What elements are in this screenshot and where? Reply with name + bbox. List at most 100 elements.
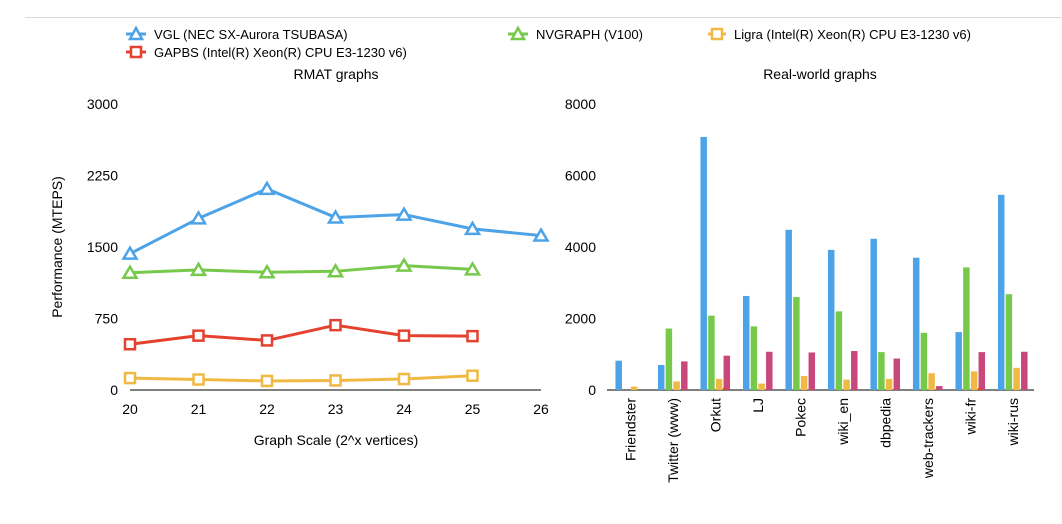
rmat-line-chart: RMAT graphs Performance (MTEPS) Graph Sc… xyxy=(49,66,550,448)
realworld-bar xyxy=(681,361,688,390)
realworld-bar xyxy=(800,376,808,390)
realworld-x-tick-label: wiki_en xyxy=(835,398,851,446)
legend-label-vgl: VGL (NEC SX-Aurora TSUBASA) xyxy=(154,27,348,42)
legend-marker-nvgraph xyxy=(509,25,527,41)
rmat-data-point xyxy=(329,318,342,332)
realworld-bar xyxy=(893,358,901,390)
legend-marker-gapbs xyxy=(129,45,143,59)
realworld-bar xyxy=(936,386,943,390)
legend-item-gapbs: GAPBS (Intel(R) Xeon(R) CPU E3-1230 v6) xyxy=(126,45,407,60)
realworld-x-tick-label: Twitter (www) xyxy=(665,398,681,483)
realworld-bar xyxy=(912,257,920,390)
realworld-bar xyxy=(997,194,1005,390)
rmat-data-point xyxy=(326,262,345,278)
rmat-data-point xyxy=(395,257,413,272)
realworld-bar xyxy=(963,267,970,390)
realworld-bar xyxy=(808,352,816,390)
rmat-chart-title: RMAT graphs xyxy=(293,66,378,82)
rmat-series-1 xyxy=(121,257,482,279)
legend-label-gapbs: GAPBS (Intel(R) Xeon(R) CPU E3-1230 v6) xyxy=(154,45,407,60)
realworld-x-tick-label: Friendster xyxy=(622,398,638,461)
realworld-bar xyxy=(615,360,622,390)
rmat-x-tick-label: 26 xyxy=(533,401,549,417)
rmat-data-point xyxy=(395,206,413,221)
realworld-bar xyxy=(785,229,792,390)
rmat-y-tick-label: 0 xyxy=(110,382,118,398)
rmat-x-tick-label: 25 xyxy=(465,401,481,417)
realworld-bar xyxy=(665,328,673,390)
realworld-bar xyxy=(827,249,835,390)
realworld-y-tick-label: 6000 xyxy=(565,168,596,184)
legend-label-nvgraph: NVGRAPH (V100) xyxy=(536,27,643,42)
realworld-x-tick-label: Pokec xyxy=(792,398,808,437)
realworld-bar xyxy=(955,332,962,390)
rmat-y-axis-title: Performance (MTEPS) xyxy=(49,176,65,318)
rmat-x-tick-label: 24 xyxy=(396,401,412,417)
rmat-series-0 xyxy=(121,180,550,260)
realworld-bar xyxy=(885,378,893,390)
realworld-bar-marker xyxy=(722,387,727,390)
rmat-data-point xyxy=(326,208,345,224)
rmat-x-axis-title: Graph Scale (2^x vertices) xyxy=(254,432,419,448)
rmat-data-point xyxy=(258,180,276,196)
rmat-series-line xyxy=(129,264,473,275)
realworld-y-tick-label: 4000 xyxy=(565,239,596,255)
realworld-x-tick-label: wiki-rus xyxy=(1005,398,1021,446)
rmat-data-point xyxy=(121,264,139,279)
rmat-series-line xyxy=(129,374,473,383)
realworld-x-tick-label: wiki-fr xyxy=(962,398,978,436)
realworld-bar xyxy=(878,352,885,390)
realworld-bars xyxy=(615,136,1028,390)
realworld-x-tick-label: LJ xyxy=(750,398,766,413)
rmat-data-point xyxy=(189,209,208,225)
rmat-data-point xyxy=(466,329,479,343)
rmat-data-point xyxy=(192,329,205,342)
realworld-x-tick-label: dbpedia xyxy=(877,398,893,448)
realworld-x-ticks: Friendster Twitter (www) Orkut LJ Pokec wiki_… xyxy=(622,398,1021,483)
realworld-bar xyxy=(1021,351,1028,390)
realworld-bar xyxy=(835,311,843,390)
rmat-data-point xyxy=(532,227,550,242)
legend-marker-vgl xyxy=(127,25,145,41)
rmat-series xyxy=(121,180,550,388)
realworld-bar xyxy=(758,383,765,390)
rmat-y-tick-label: 750 xyxy=(95,311,119,327)
rmat-series-line xyxy=(129,323,473,346)
realworld-y-tick-label: 8000 xyxy=(565,96,596,112)
realworld-bar xyxy=(708,315,715,390)
realworld-bar xyxy=(970,371,978,390)
legend-marker-ligra xyxy=(710,27,724,41)
realworld-bar xyxy=(715,378,723,390)
rmat-y-tick-label: 3000 xyxy=(87,96,118,112)
realworld-bar-chart: Real-world graphs 0 2000 4000 6000 8000 Frie… xyxy=(565,66,1034,483)
realworld-bar xyxy=(920,332,928,390)
realworld-bar xyxy=(843,379,850,390)
realworld-bar xyxy=(851,351,858,390)
rmat-y-ticks: 0 750 1500 2250 3000 xyxy=(87,96,118,398)
realworld-bar xyxy=(673,381,680,390)
legend-item-ligra: Ligra (Intel(R) Xeon(R) CPU E3-1230 v6) xyxy=(708,27,971,42)
rmat-series-3 xyxy=(123,369,479,388)
top-divider-line xyxy=(25,17,1062,18)
realworld-bar xyxy=(1013,367,1020,390)
rmat-data-point xyxy=(463,220,482,236)
legend-item-nvgraph: NVGRAPH (V100) xyxy=(508,25,643,42)
realworld-bar-marker xyxy=(977,387,982,390)
realworld-x-tick-label: web-trackers xyxy=(920,398,936,479)
rmat-x-tick-label: 20 xyxy=(122,401,138,417)
rmat-data-point xyxy=(258,263,276,279)
rmat-data-point xyxy=(466,369,479,382)
legend: VGL (NEC SX-Aurora TSUBASA) NVGRAPH (V10… xyxy=(126,25,971,60)
rmat-x-tick-label: 23 xyxy=(328,401,344,417)
realworld-y-ticks: 0 2000 4000 6000 8000 xyxy=(565,96,596,398)
rmat-y-tick-label: 2250 xyxy=(87,168,118,184)
rmat-data-point xyxy=(260,374,274,388)
rmat-data-point xyxy=(121,245,139,260)
rmat-x-ticks: 20 21 22 23 24 25 26 xyxy=(122,401,549,417)
realworld-bar xyxy=(978,352,986,390)
realworld-bar xyxy=(766,351,773,390)
realworld-bar xyxy=(1005,294,1013,390)
realworld-bar xyxy=(657,364,665,390)
rmat-data-point xyxy=(123,371,137,385)
legend-label-ligra: Ligra (Intel(R) Xeon(R) CPU E3-1230 v6) xyxy=(734,27,971,42)
